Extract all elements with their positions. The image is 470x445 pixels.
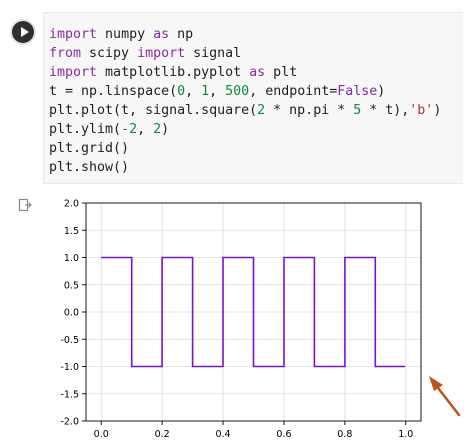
y-tick-label: 1.0 bbox=[64, 253, 79, 264]
code-line: import numpy as np bbox=[49, 27, 194, 42]
output-icon[interactable] bbox=[18, 198, 32, 212]
arrow-icon bbox=[429, 376, 461, 417]
x-tick-label: 0.6 bbox=[276, 429, 291, 440]
y-tick-label: -1.5 bbox=[60, 389, 79, 400]
code-line: plt.grid() bbox=[49, 141, 130, 156]
code-editor[interactable] bbox=[43, 12, 463, 184]
y-tick-label: 0.5 bbox=[64, 280, 79, 291]
code-line: plt.plot(t, signal.square(2 * np.pi * 5 … bbox=[49, 103, 442, 118]
x-tick-label: 0.0 bbox=[94, 429, 109, 440]
code-line: plt.ylim(-2, 2) bbox=[49, 122, 170, 137]
code-line: import matplotlib.pyplot as plt bbox=[49, 65, 298, 80]
code-line: t = np.linspace(0, 1, 500, endpoint=Fals… bbox=[49, 84, 386, 99]
code-text[interactable]: import numpy as np from scipy import sign… bbox=[49, 25, 441, 177]
code-line: from scipy import signal bbox=[49, 46, 242, 61]
code-line: plt.show() bbox=[49, 160, 130, 175]
y-tick-label: -0.5 bbox=[60, 335, 79, 346]
play-icon bbox=[20, 27, 29, 37]
y-tick-label: 0.0 bbox=[64, 308, 79, 319]
square-wave-plot: 0.0 0.2 0.4 0.6 0.8 1.0 -2.0 -1.5 -1.0 -0.5 0.0 0.5… bbox=[60, 199, 422, 440]
y-tick-label: -1.0 bbox=[60, 362, 79, 373]
y-tick-label: 1.5 bbox=[64, 226, 79, 237]
y-tick-label: 2.0 bbox=[64, 199, 79, 210]
x-tick-label: 1.0 bbox=[398, 429, 413, 440]
x-tick-label: 0.8 bbox=[337, 429, 352, 440]
series-line bbox=[101, 256, 406, 368]
run-cell-button[interactable] bbox=[12, 21, 34, 43]
x-tick-label: 0.4 bbox=[215, 429, 230, 440]
x-tick-label: 0.2 bbox=[155, 429, 170, 440]
y-tick-label: -2.0 bbox=[60, 417, 79, 428]
